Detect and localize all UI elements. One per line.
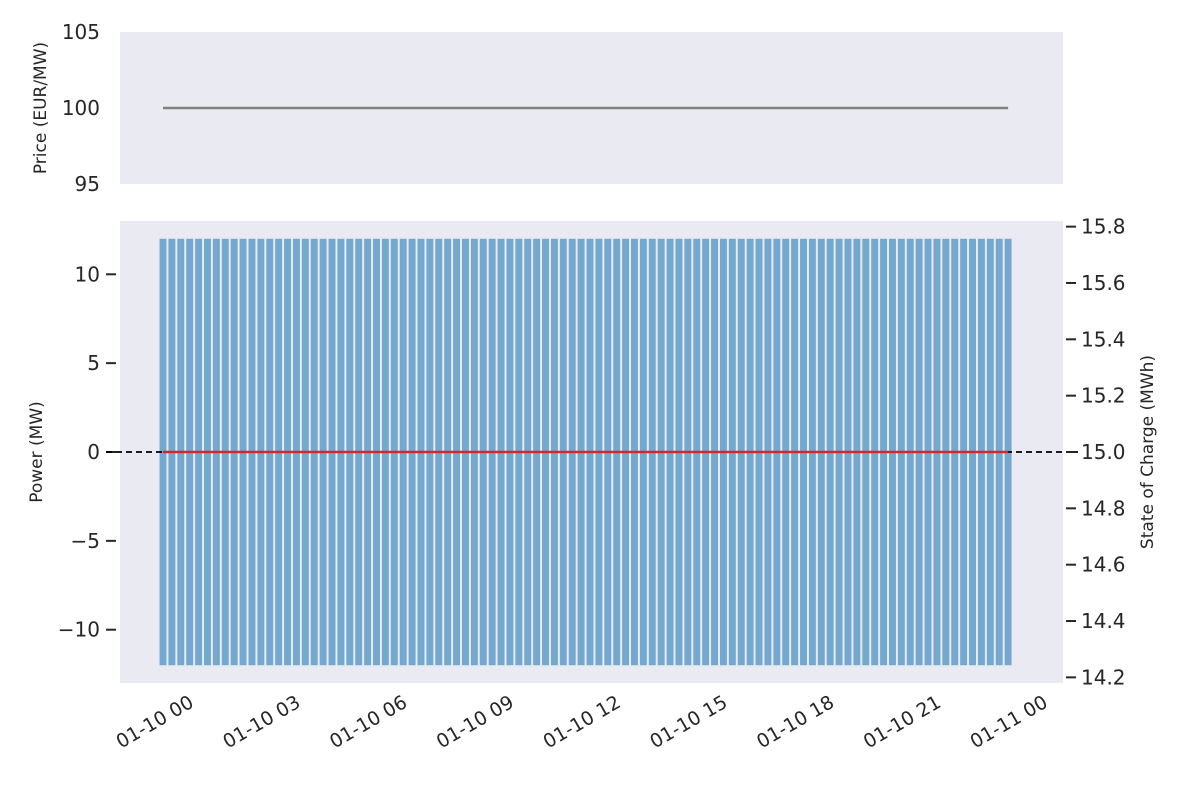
xtick-label: 01-10 03	[219, 691, 304, 753]
power-ylabel: Power (MW)	[27, 401, 47, 503]
xtick-label: 01-10 18	[753, 691, 838, 753]
price-ylabel: Price (EUR/MW)	[31, 42, 51, 174]
xtick-label: 01-10 21	[860, 691, 945, 753]
price-panel: 95 100 105 Price (EUR/MW)	[31, 20, 1063, 196]
soc-ytick-label: 14.2	[1081, 665, 1126, 689]
power-ytick-label: 0	[87, 440, 100, 464]
xtick-label: 01-11 00	[967, 691, 1052, 753]
soc-ytick-label: 15.0	[1081, 440, 1126, 464]
soc-ytick-label: 15.4	[1081, 327, 1126, 351]
soc-ytick-label: 14.8	[1081, 496, 1126, 520]
xtick-label: 01-10 15	[646, 691, 731, 753]
price-ytick-label: 100	[62, 96, 100, 120]
xtick-label: 01-10 12	[540, 691, 625, 753]
soc-ytick-label: 14.4	[1081, 609, 1126, 633]
soc-ylabel: State of Charge (MWh)	[1138, 355, 1158, 549]
power-ytick-label: 5	[87, 351, 100, 375]
soc-ytick-label: 14.6	[1081, 553, 1126, 577]
soc-ytick-label: 15.2	[1081, 384, 1126, 408]
xtick-label: 01-10 00	[113, 691, 198, 753]
soc-ytick-label: 15.6	[1081, 271, 1126, 295]
power-ytick-label: −5	[71, 529, 100, 553]
power-ytick-label: 10	[75, 262, 100, 286]
soc-ytick-label: 15.8	[1081, 215, 1126, 239]
x-axis: 01-10 00 01-10 03 01-10 06 01-10 09 01-10 12…	[113, 691, 1052, 753]
price-ytick-label: 95	[75, 172, 100, 196]
power-panel: −10 −5 0 5 10 Power (MW) 14.2 14.4 14.6 14.8 15.0 1…	[27, 215, 1158, 690]
xtick-label: 01-10 09	[433, 691, 518, 753]
xtick-label: 01-10 06	[326, 691, 411, 753]
price-ytick-label: 105	[62, 20, 100, 44]
power-ytick-label: −10	[58, 618, 100, 642]
